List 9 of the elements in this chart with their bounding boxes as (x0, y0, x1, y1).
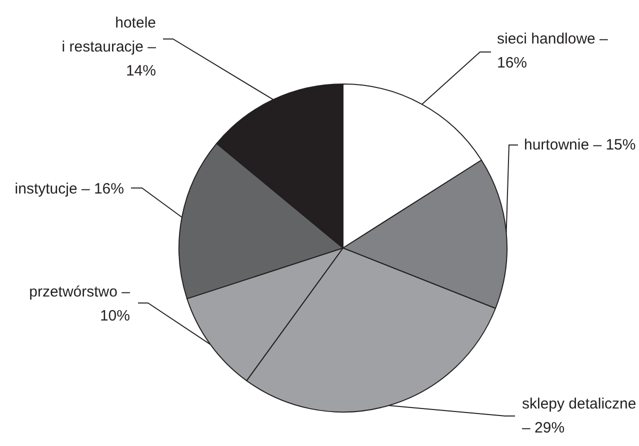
slice-label: hotele i restauracje – (62, 14, 157, 56)
slice-label: hurtownie – 15% (524, 136, 636, 154)
data-label: 14% (126, 62, 156, 80)
slice-label: sklepy detaliczne – 29% (522, 396, 636, 436)
slice-label: sieci handlowe – (497, 30, 609, 48)
slice-label: instytucje – 16% (14, 180, 124, 198)
data-label: 10% (100, 308, 130, 324)
slice-label: przetwórstwo – (29, 284, 131, 300)
data-label: 16% (497, 54, 528, 72)
